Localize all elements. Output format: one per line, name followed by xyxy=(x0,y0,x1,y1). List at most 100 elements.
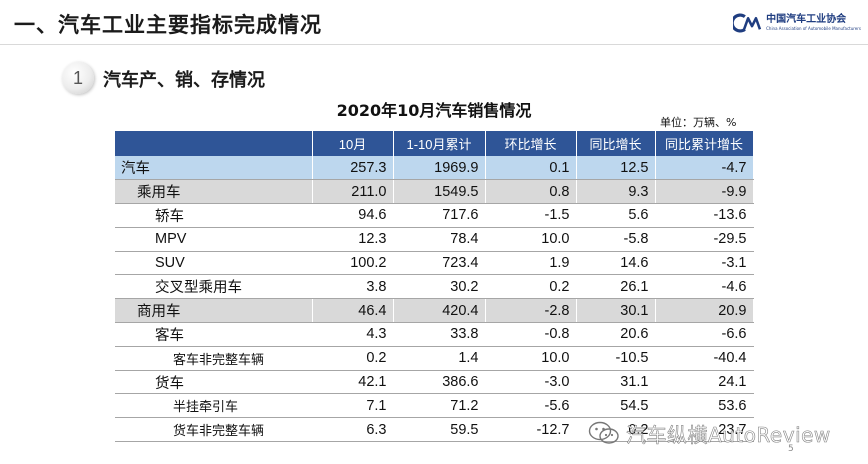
value-month: 7.1 xyxy=(312,393,394,419)
value-month: 12.3 xyxy=(312,227,394,252)
value-ytd: 71.2 xyxy=(393,393,486,419)
value-month: 6.3 xyxy=(312,417,394,443)
cm-logo-icon xyxy=(733,13,762,33)
row-label: 乘用车 xyxy=(115,179,313,205)
column-header-yoy: 同比增长 xyxy=(576,131,656,156)
section-number-badge: 1 xyxy=(62,62,94,94)
row-label: SUV xyxy=(115,251,313,276)
value-ytd: 1969.9 xyxy=(393,156,486,181)
row-label: 客车 xyxy=(115,322,313,347)
table-row: 半挂牵引车 7.1 71.2 -5.6 54.5 53.6 xyxy=(115,393,754,419)
value-ytd-yoy: -3.1 xyxy=(655,251,754,276)
table-header-row: 10月 1-10月累计 环比增长 同比增长 同比累计增长 xyxy=(115,131,754,156)
value-ytd-yoy: -40.4 xyxy=(655,346,754,371)
value-yoy: 12.5 xyxy=(576,156,656,181)
unit-note: 单位：万辆、% xyxy=(660,116,737,129)
row-label: MPV xyxy=(115,227,313,252)
table-row: 乘用车 211.0 1549.5 0.8 9.3 -9.9 xyxy=(115,179,754,205)
value-ytd: 33.8 xyxy=(393,322,486,347)
value-yoy: 14.6 xyxy=(576,251,656,276)
sales-table: 10月 1-10月累计 环比增长 同比增长 同比累计增长 汽车 257.3 1969… xyxy=(115,131,754,443)
value-mom: 0.8 xyxy=(485,179,577,205)
value-mom: -1.5 xyxy=(485,203,577,228)
value-mom: -12.7 xyxy=(485,417,577,443)
table-row: 轿车 94.6 717.6 -1.5 5.6 -13.6 xyxy=(115,203,754,228)
value-ytd-yoy: -13.6 xyxy=(655,203,754,228)
value-ytd-yoy: -29.5 xyxy=(655,227,754,252)
value-ytd: 420.4 xyxy=(393,298,486,324)
section-title: 汽车产、销、存情况 xyxy=(103,70,265,91)
wechat-icon xyxy=(588,421,619,444)
value-ytd: 59.5 xyxy=(393,417,486,443)
value-yoy: 30.1 xyxy=(576,298,656,324)
value-yoy: 9.3 xyxy=(576,179,656,205)
table-row: 汽车 257.3 1969.9 0.1 12.5 -4.7 xyxy=(115,156,754,181)
column-header-category xyxy=(115,131,313,156)
value-yoy: 54.5 xyxy=(576,393,656,419)
value-mom: 0.1 xyxy=(485,156,577,181)
value-mom: -5.6 xyxy=(485,393,577,419)
table-title: 2020年10月汽车销售情况 xyxy=(336,101,532,120)
row-label: 商用车 xyxy=(115,298,313,324)
org-logo: 中国汽车工业协会 China Association of Automobile… xyxy=(733,8,861,38)
page-title: 一、汽车工业主要指标完成情况 xyxy=(14,13,322,37)
value-ytd: 1549.5 xyxy=(393,179,486,205)
value-month: 42.1 xyxy=(312,370,394,395)
header-divider xyxy=(0,44,868,45)
watermark-text: 汽车纵横AutoReview xyxy=(626,422,831,447)
table-row: 货车非完整车辆 6.3 59.5 -12.7 0.2 23.7 xyxy=(115,417,754,443)
value-month: 100.2 xyxy=(312,251,394,276)
value-mom: 1.9 xyxy=(485,251,577,276)
value-ytd: 386.6 xyxy=(393,370,486,395)
value-ytd-yoy: 53.6 xyxy=(655,393,754,419)
table-row: MPV 12.3 78.4 10.0 -5.8 -29.5 xyxy=(115,227,754,252)
watermark: 汽车纵横AutoReview xyxy=(588,416,831,450)
value-mom: 0.2 xyxy=(485,274,577,300)
value-ytd-yoy: -9.9 xyxy=(655,179,754,205)
column-header-ytd-yoy: 同比累计增长 xyxy=(655,131,754,156)
value-mom: -2.8 xyxy=(485,298,577,324)
table-row: 商用车 46.4 420.4 -2.8 30.1 20.9 xyxy=(115,298,754,324)
value-ytd-yoy: 20.9 xyxy=(655,298,754,324)
value-month: 46.4 xyxy=(312,298,394,324)
value-ytd: 723.4 xyxy=(393,251,486,276)
row-label: 交叉型乘用车 xyxy=(115,274,313,300)
value-ytd-yoy: -4.6 xyxy=(655,274,754,300)
value-ytd: 1.4 xyxy=(393,346,486,371)
value-yoy: -5.8 xyxy=(576,227,656,252)
row-label: 客车非完整车辆 xyxy=(115,346,313,371)
table-row: 客车非完整车辆 0.2 1.4 10.0 -10.5 -40.4 xyxy=(115,346,754,371)
value-month: 0.2 xyxy=(312,346,394,371)
table-row: 货车 42.1 386.6 -3.0 31.1 24.1 xyxy=(115,370,754,395)
row-label: 轿车 xyxy=(115,203,313,228)
value-month: 211.0 xyxy=(312,179,394,205)
table-row: 交叉型乘用车 3.8 30.2 0.2 26.1 -4.6 xyxy=(115,274,754,300)
value-ytd-yoy: -4.7 xyxy=(655,156,754,181)
value-ytd: 78.4 xyxy=(393,227,486,252)
value-yoy: 20.6 xyxy=(576,322,656,347)
value-month: 3.8 xyxy=(312,274,394,300)
value-ytd-yoy: 23.7 xyxy=(655,417,754,443)
logo-name-en: China Association of Automobile Manufact… xyxy=(766,26,861,31)
row-label: 汽车 xyxy=(115,156,313,181)
column-header-mom: 环比增长 xyxy=(485,131,577,156)
row-label: 半挂牵引车 xyxy=(115,393,313,419)
column-header-month: 10月 xyxy=(312,131,394,156)
value-yoy: 31.1 xyxy=(576,370,656,395)
value-month: 257.3 xyxy=(312,156,394,181)
value-ytd-yoy: 24.1 xyxy=(655,370,754,395)
value-ytd: 30.2 xyxy=(393,274,486,300)
row-label: 货车 xyxy=(115,370,313,395)
row-label: 货车非完整车辆 xyxy=(115,417,313,443)
value-mom: 10.0 xyxy=(485,227,577,252)
value-yoy: -10.5 xyxy=(576,346,656,371)
value-month: 94.6 xyxy=(312,203,394,228)
value-ytd-yoy: -6.6 xyxy=(655,322,754,347)
value-mom: -3.0 xyxy=(485,370,577,395)
logo-name-cn: 中国汽车工业协会 xyxy=(766,14,847,25)
table-row: SUV 100.2 723.4 1.9 14.6 -3.1 xyxy=(115,251,754,276)
value-month: 4.3 xyxy=(312,322,394,347)
page-number: 5 xyxy=(788,444,794,454)
column-header-ytd: 1-10月累计 xyxy=(393,131,486,156)
table-row: 客车 4.3 33.8 -0.8 20.6 -6.6 xyxy=(115,322,754,347)
